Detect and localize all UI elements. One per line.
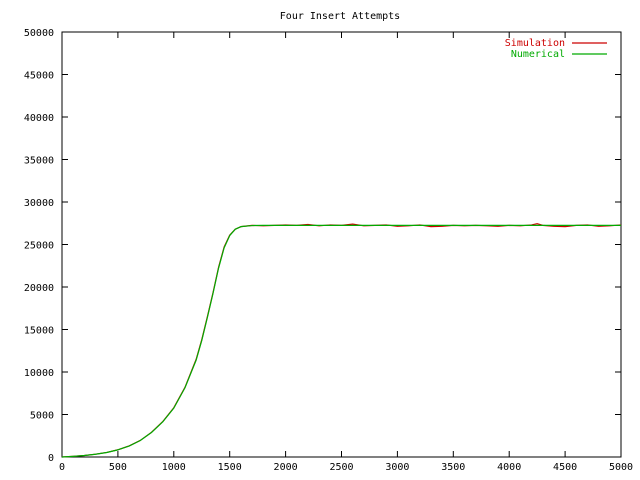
numerical-series-line <box>61 224 621 458</box>
series-layer <box>61 223 622 458</box>
simulation-series-line <box>61 223 622 458</box>
y-axis: 0 5000 10000 15000 20000 25000 30000 35000 40000… <box>24 28 621 464</box>
y-tick-label: 15000 <box>24 326 54 337</box>
x-tick-label: 1500 <box>218 462 242 473</box>
x-axis: 0 500 1000 1500 2000 2500 3000 3500 4000 4500 5000 <box>59 32 633 473</box>
y-tick-label: 10000 <box>24 368 54 379</box>
x-tick-label: 3000 <box>385 462 409 473</box>
y-tick-label: 45000 <box>24 71 54 82</box>
legend-label-simulation: Simulation <box>505 38 565 49</box>
y-tick-label: 30000 <box>24 198 54 209</box>
y-tick-label: 20000 <box>24 283 54 294</box>
y-tick-label: 0 <box>48 453 54 464</box>
x-tick-label: 500 <box>109 462 127 473</box>
x-tick-label: 3500 <box>441 462 465 473</box>
y-tick-label: 40000 <box>24 113 54 124</box>
x-tick-label: 1000 <box>162 462 186 473</box>
x-tick-label: 5000 <box>609 462 633 473</box>
x-tick-label: 2000 <box>274 462 298 473</box>
y-tick-label: 50000 <box>24 28 54 39</box>
y-tick-label: 5000 <box>30 411 54 422</box>
x-tick-label: 4000 <box>497 462 521 473</box>
y-tick-label: 35000 <box>24 156 54 167</box>
plot-frame <box>61 31 622 458</box>
y-tick-label: 25000 <box>24 241 54 252</box>
chart-title: Four Insert Attempts <box>280 11 400 22</box>
legend-label-numerical: Numerical <box>511 49 565 60</box>
x-tick-label: 2500 <box>329 462 353 473</box>
x-tick-label: 4500 <box>553 462 577 473</box>
x-tick-label: 0 <box>59 462 65 473</box>
